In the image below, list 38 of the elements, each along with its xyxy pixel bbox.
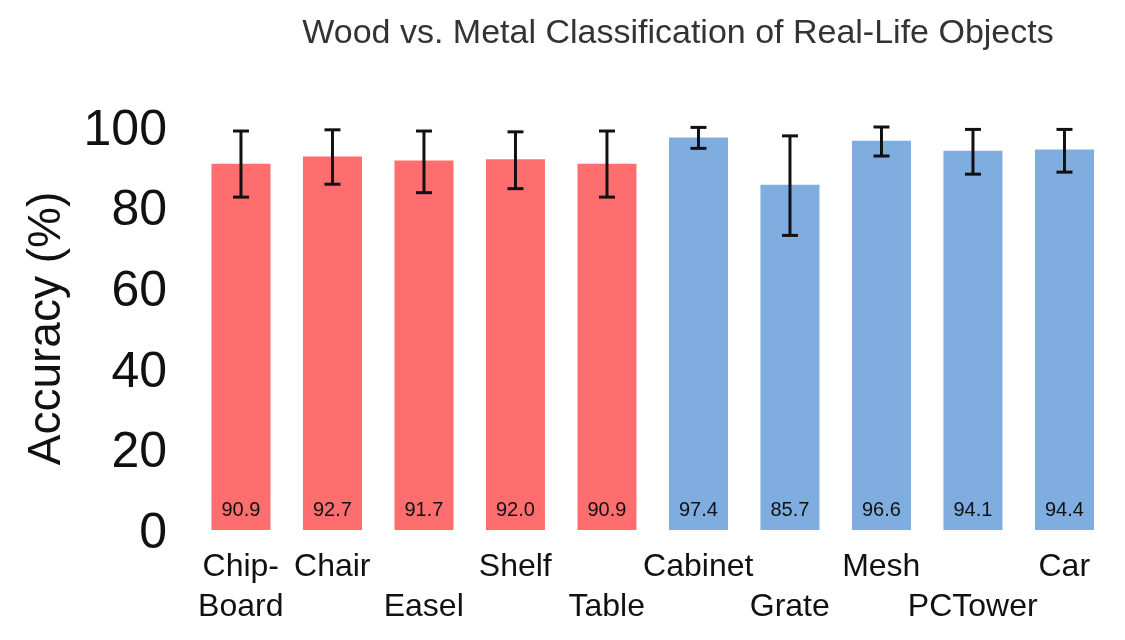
bar xyxy=(1034,149,1094,530)
data-label: 91.7 xyxy=(404,498,444,520)
bar xyxy=(485,159,545,530)
y-tick-label: 100 xyxy=(83,99,167,156)
data-label: 94.1 xyxy=(953,498,993,520)
x-tick-label: PCTower xyxy=(907,587,1038,623)
x-tick-label: Table xyxy=(568,587,645,623)
x-tick-label: Chip-Board xyxy=(198,547,284,623)
bar xyxy=(851,140,911,530)
bar xyxy=(668,137,728,530)
data-label: 90.9 xyxy=(587,498,627,520)
x-tick-label: Chair xyxy=(294,547,371,583)
bar xyxy=(760,184,820,530)
data-label: 97.4 xyxy=(679,498,718,520)
bar xyxy=(211,163,271,530)
data-label: 90.9 xyxy=(221,498,261,520)
data-label: 96.6 xyxy=(862,498,901,520)
x-tick-label: Cabinet xyxy=(643,547,754,583)
data-label: 92.7 xyxy=(313,498,352,520)
bar xyxy=(302,156,362,530)
x-tick-label: Car xyxy=(1038,547,1091,583)
y-tick-label: 0 xyxy=(139,502,167,559)
x-tick-label: Grate xyxy=(749,587,830,623)
y-axis-title: Accuracy (%) xyxy=(18,191,71,466)
data-label: 94.4 xyxy=(1045,498,1084,520)
x-tick-label: Mesh xyxy=(842,547,921,583)
chart-title: Wood vs. Metal Classification of Real-Life Objects xyxy=(301,12,1055,51)
bar xyxy=(394,160,454,530)
x-tick-label: Shelf xyxy=(478,547,552,583)
y-tick-label: 80 xyxy=(111,180,167,237)
bar xyxy=(943,150,1003,530)
bar xyxy=(577,163,637,530)
data-label: 92.0 xyxy=(496,498,535,520)
x-tick-label: Easel xyxy=(383,587,464,623)
y-tick-label: 20 xyxy=(111,422,167,479)
y-tick-label: 60 xyxy=(111,260,167,317)
y-tick-label: 40 xyxy=(111,341,167,398)
data-label: 85.7 xyxy=(770,498,810,520)
